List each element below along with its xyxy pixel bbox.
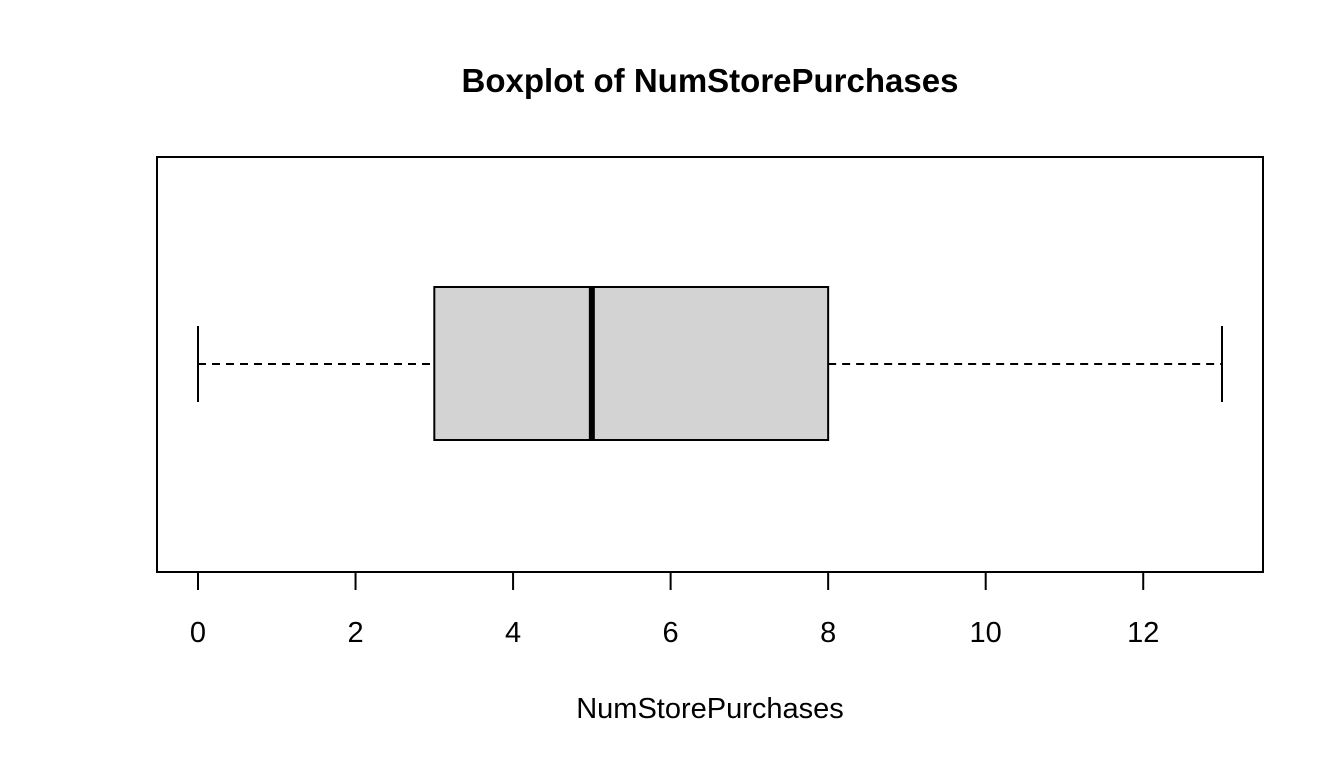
interquartile-box	[433, 286, 830, 441]
x-tick-label: 10	[970, 617, 1002, 649]
x-tick-label: 8	[820, 617, 836, 649]
x-axis: 0 2 4 6 8 10 12	[190, 571, 1159, 649]
x-axis-label: NumStorePurchases	[576, 693, 844, 725]
chart-title: Boxplot of NumStorePurchases	[462, 62, 959, 99]
x-tick-label: 4	[505, 617, 521, 649]
x-tick-label: 12	[1127, 617, 1159, 649]
x-tick-label: 6	[663, 617, 679, 649]
x-tick-label: 2	[347, 617, 363, 649]
box-layer	[197, 286, 1223, 441]
x-tick-label: 0	[190, 617, 206, 649]
